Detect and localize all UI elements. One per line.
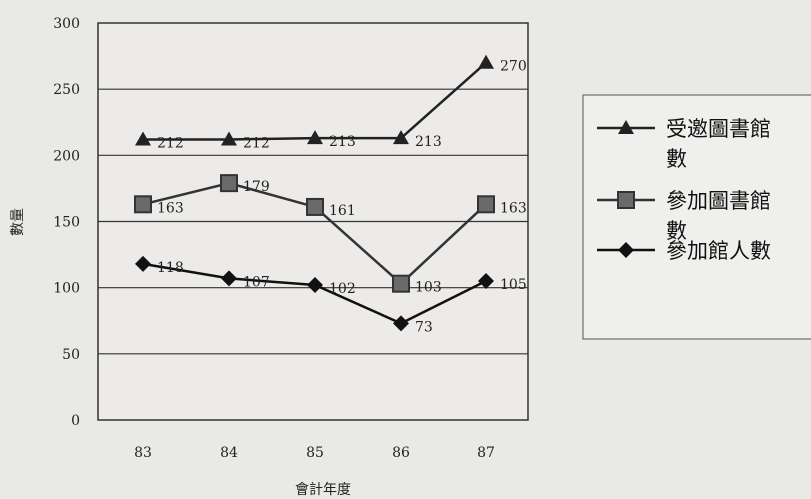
triangle-marker [393, 130, 409, 145]
legend-label: 數 [666, 147, 687, 171]
legend-label: 參加館人數 [666, 239, 771, 263]
square-marker [220, 174, 238, 193]
diamond-marker [478, 273, 494, 290]
diamond-marker [393, 315, 409, 332]
triangle-marker [307, 130, 323, 145]
y-tick-label: 150 [53, 215, 80, 231]
data-labels: 212 212 213 213 270 163 179 161 103 163 118 107 102 7… [157, 59, 527, 336]
data-label: 105 [500, 277, 527, 293]
diamond-marker [221, 270, 237, 287]
x-axis-title: 會計年度 [295, 482, 351, 498]
square-marker [306, 197, 324, 216]
x-tick-label: 86 [392, 445, 410, 461]
y-tick-label: 300 [53, 16, 80, 32]
square-marker [617, 191, 635, 209]
y-axis-title: 數量 [10, 208, 26, 236]
x-tick-label: 83 [134, 445, 152, 461]
y-tick-label: 50 [62, 347, 80, 363]
data-label: 161 [329, 203, 356, 219]
legend-label: 受邀圖書館 [666, 117, 771, 141]
data-label: 102 [329, 281, 356, 297]
y-tick-label: 200 [53, 148, 80, 164]
data-label: 213 [329, 134, 356, 150]
legend-box [582, 94, 811, 340]
data-label: 213 [415, 134, 442, 150]
x-tick-label: 87 [477, 445, 495, 461]
x-axis-ticks: 83 84 85 86 87 [134, 445, 495, 461]
data-label: 107 [243, 274, 270, 290]
triangle-marker [135, 131, 151, 146]
data-label: 103 [415, 280, 442, 296]
x-tick-label: 84 [220, 445, 238, 461]
square-marker [134, 195, 152, 214]
triangle-marker [478, 54, 494, 69]
triangle-marker [618, 120, 634, 134]
square-marker [477, 195, 495, 214]
y-axis-ticks: 0 50 100 150 200 250 300 [53, 16, 80, 429]
legend-label: 參加圖書館 [666, 189, 771, 213]
x-tick-label: 85 [306, 445, 324, 461]
legend-label: 數 [666, 219, 687, 243]
diamond-marker [618, 242, 634, 258]
data-label: 270 [500, 59, 527, 75]
y-tick-label: 0 [71, 413, 80, 429]
triangle-marker [221, 131, 237, 146]
series-group [134, 54, 495, 332]
data-label: 212 [157, 135, 184, 151]
data-label: 179 [243, 179, 270, 195]
data-label: 73 [415, 319, 433, 335]
y-tick-label: 100 [53, 281, 80, 297]
diamond-marker [307, 277, 323, 294]
data-label: 163 [500, 200, 527, 216]
square-marker [392, 274, 410, 293]
diamond-marker [135, 255, 151, 272]
data-label: 163 [157, 200, 184, 216]
data-label: 212 [243, 135, 270, 151]
y-tick-label: 250 [53, 82, 80, 98]
data-label: 118 [157, 260, 184, 276]
